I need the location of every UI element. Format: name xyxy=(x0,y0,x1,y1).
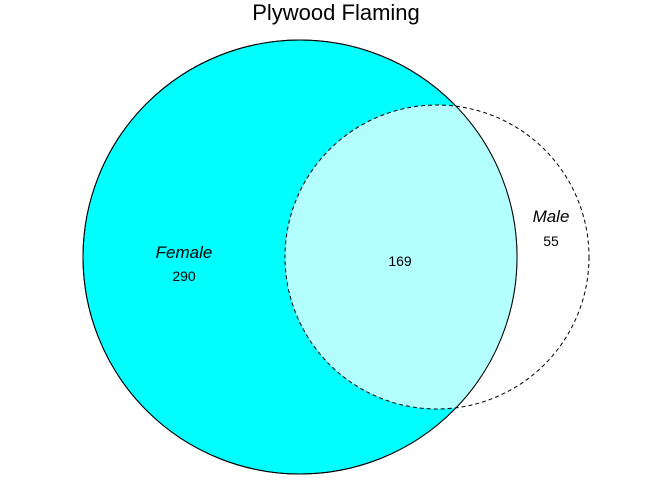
intersection-count: 169 xyxy=(388,253,412,269)
male-only-count: 55 xyxy=(543,233,559,249)
chart-title: Plywood Flaming xyxy=(252,0,420,25)
intersection-region xyxy=(285,105,517,409)
female-set-outline xyxy=(82,39,518,475)
female-set-label: Female xyxy=(156,243,213,262)
male-set-circle xyxy=(284,104,590,410)
female-only-count: 290 xyxy=(172,268,196,284)
male-set-label: Male xyxy=(533,207,570,226)
